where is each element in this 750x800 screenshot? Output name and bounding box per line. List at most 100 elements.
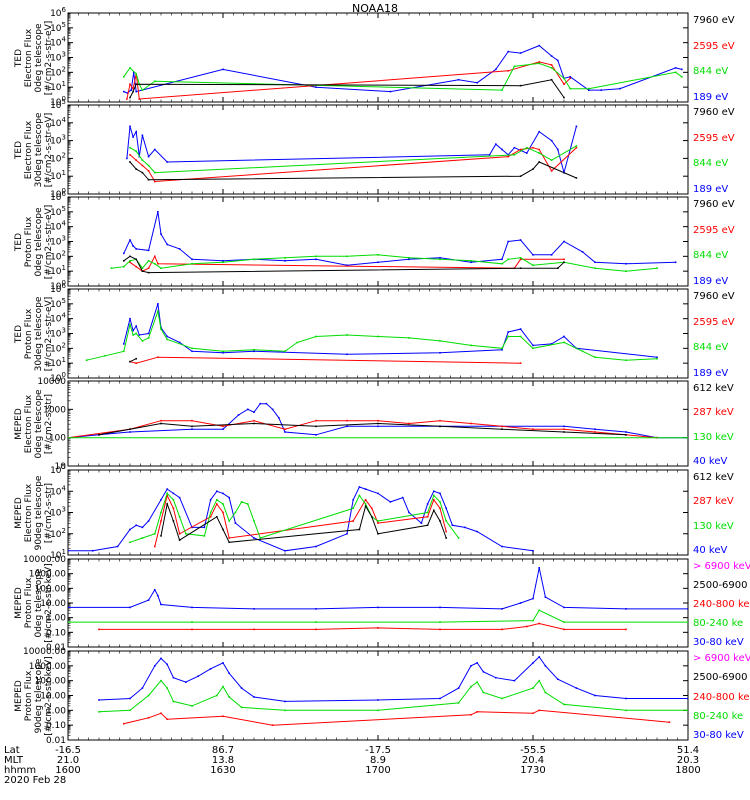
data-point — [234, 522, 237, 524]
footer-hhmm-label: hhmm — [4, 765, 37, 776]
data-point — [346, 353, 348, 356]
data-point — [253, 349, 255, 351]
legend-entry: 844 eV — [693, 66, 729, 78]
series-black-line — [129, 161, 577, 181]
ylabel-line: 30deg telescope — [34, 296, 44, 371]
data-point — [228, 672, 230, 675]
ylabel-line: [#/cm2-s-str-eV] — [44, 204, 54, 279]
data-point — [687, 697, 688, 700]
data-point — [377, 606, 379, 609]
data-point — [141, 340, 144, 342]
data-point — [172, 498, 175, 501]
data-point — [408, 511, 410, 514]
data-point — [123, 259, 125, 262]
footer-lat-value: -55.5 — [520, 745, 546, 756]
data-point — [253, 696, 255, 698]
data-point — [172, 520, 175, 522]
data-point — [550, 139, 553, 142]
data-point — [259, 537, 261, 539]
data-point — [439, 628, 441, 631]
data-point — [141, 687, 144, 689]
data-point — [92, 549, 94, 552]
data-point — [581, 350, 584, 353]
data-point — [625, 628, 627, 631]
data-point — [557, 267, 559, 269]
data-point — [563, 425, 565, 428]
data-point — [216, 490, 218, 493]
data-point — [625, 270, 627, 272]
data-point — [222, 528, 224, 531]
data-point — [160, 712, 162, 715]
footer-tick-column: 51.4 20.3 1800 — [668, 746, 708, 776]
legend-entry: 40 keV — [693, 545, 728, 556]
data-point — [594, 267, 596, 269]
data-point — [687, 436, 688, 439]
data-point — [240, 687, 243, 689]
data-point — [532, 344, 534, 347]
data-point — [284, 700, 286, 703]
data-point — [538, 130, 540, 133]
data-point — [501, 545, 503, 548]
legend-entry: 7960 eV — [693, 15, 735, 26]
data-point — [253, 422, 255, 425]
series-green-line — [129, 492, 460, 543]
ylabel-line: MEPED — [14, 407, 24, 440]
y-tick-label: 100.00 — [35, 677, 67, 687]
data-point — [544, 665, 547, 667]
data-point — [563, 428, 565, 430]
data-point — [135, 248, 137, 250]
data-point — [166, 503, 168, 505]
footer-hhmm-value: 1800 — [675, 765, 701, 776]
data-point — [209, 668, 212, 670]
ylabel-line: Proton Flux — [24, 577, 34, 629]
data-point — [532, 687, 534, 689]
data-point — [488, 154, 491, 156]
data-point — [172, 676, 175, 679]
data-point — [364, 498, 367, 501]
data-point — [191, 262, 193, 265]
data-point — [160, 520, 162, 522]
data-point — [346, 255, 348, 258]
y-tick-label: 100 — [50, 187, 66, 200]
data-point — [371, 515, 373, 518]
data-point — [519, 328, 522, 330]
footer-tick-column: -17.5 8.9 1700 — [358, 746, 398, 776]
data-point — [154, 80, 156, 83]
data-point — [457, 702, 460, 704]
data-point — [315, 608, 317, 610]
data-point — [315, 255, 317, 258]
y-tick-label: 104 — [50, 116, 66, 129]
data-point — [222, 261, 224, 264]
data-point — [594, 261, 596, 264]
data-point — [346, 532, 348, 535]
data-point — [98, 699, 100, 701]
data-point — [513, 146, 516, 149]
data-point — [191, 606, 193, 609]
data-point — [68, 436, 69, 439]
data-point — [439, 697, 441, 700]
data-point — [228, 537, 230, 539]
data-point — [563, 621, 565, 623]
data-point — [426, 524, 429, 527]
footer-mlt-value: 20.4 — [521, 755, 545, 766]
y-tick-label: 103 — [50, 506, 66, 519]
data-point — [364, 503, 367, 505]
data-point — [550, 254, 553, 256]
data-point — [470, 665, 472, 667]
legend-entry: 189 eV — [693, 184, 729, 195]
data-point — [135, 325, 137, 327]
y-tick-label: 1.00 — [46, 614, 66, 624]
data-point — [315, 545, 317, 548]
data-point — [315, 621, 317, 623]
ylabel-line: [#/cm2-s-str-keV] — [44, 655, 54, 736]
data-point — [147, 337, 150, 339]
data-point — [377, 492, 379, 495]
series-red-line — [123, 709, 670, 726]
ylabel-line: [#/cm2-s-str-keV] — [44, 563, 54, 643]
legend-entry: 612 keV — [693, 472, 734, 483]
data-point — [352, 498, 354, 501]
data-point — [439, 340, 441, 342]
footer-mlt-value: 20.3 — [676, 755, 700, 766]
data-point — [147, 178, 150, 181]
data-point — [141, 526, 144, 529]
